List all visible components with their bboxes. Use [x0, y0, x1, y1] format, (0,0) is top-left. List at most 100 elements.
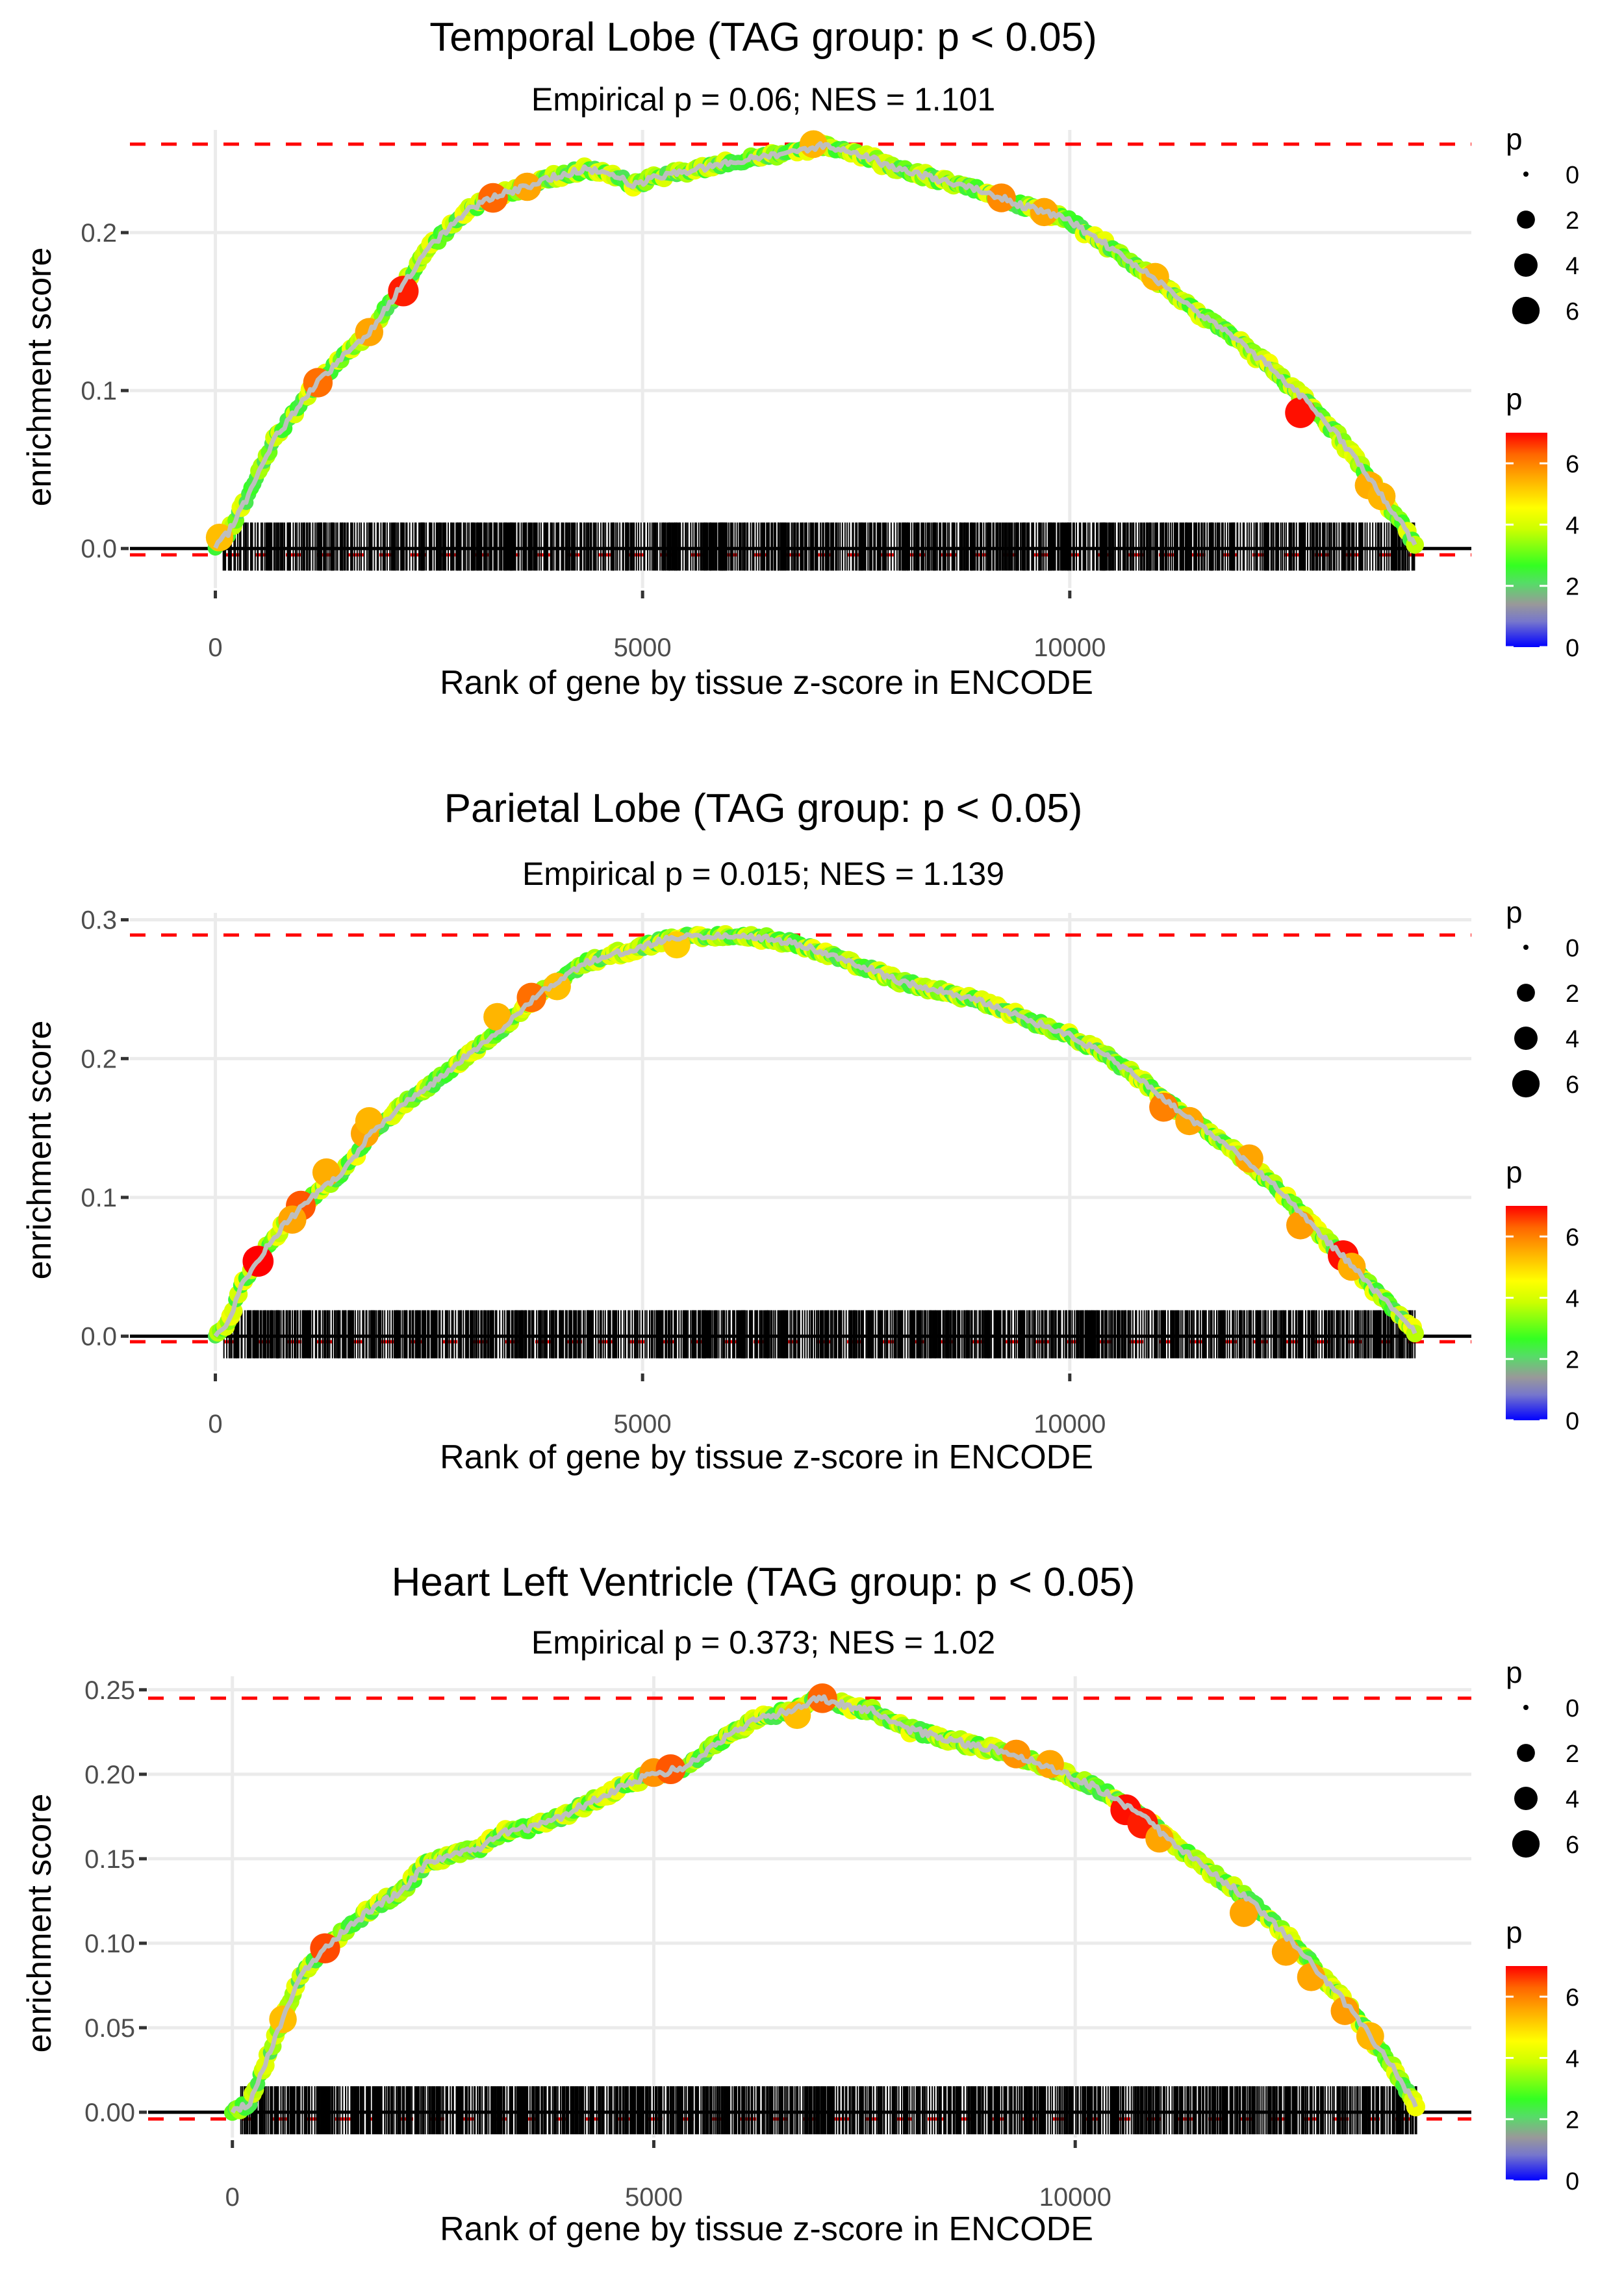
size-legend-dot — [1514, 1787, 1538, 1810]
colorbar-label: 6 — [1566, 451, 1579, 478]
size-legend-label: 0 — [1566, 935, 1579, 962]
highlight-point — [1330, 1997, 1360, 2025]
score-curve — [213, 141, 1417, 549]
x-tick-label: 0 — [208, 633, 222, 662]
plot-area: 0.0 0.1 0.2 0 5000 10000 — [81, 130, 1471, 662]
legend-group: p 0 2 4 6 p 0 2 4 6 — [1506, 1655, 1579, 2195]
y-tick-label: 0.2 — [81, 219, 117, 248]
highlight-point — [483, 1003, 512, 1031]
score-curve — [230, 1694, 1418, 2114]
size-legend-dot — [1512, 1830, 1540, 1858]
y-axis-title: enrichment score — [21, 1794, 58, 2053]
colorbar-label: 0 — [1566, 2168, 1579, 2195]
colorbar-label: 6 — [1566, 1984, 1579, 2012]
size-legend-label: 4 — [1566, 1026, 1579, 1053]
size-legend-label: 6 — [1566, 1071, 1579, 1099]
panel-subtitle: Empirical p = 0.373; NES = 1.02 — [531, 1624, 995, 1661]
size-legend-label: 2 — [1566, 207, 1579, 235]
x-tick-label: 5000 — [625, 2183, 683, 2212]
colorbar — [1506, 1966, 1547, 2180]
y-tick-label: 0.0 — [81, 1323, 117, 1351]
colorbar — [1506, 433, 1547, 647]
colorbar-label: 2 — [1566, 1347, 1579, 1374]
x-tick-label: 5000 — [614, 1410, 672, 1438]
score-points — [207, 925, 1424, 1344]
panel-title: Heart Left Ventricle (TAG group: p < 0.0… — [392, 1560, 1136, 1605]
plot-area: 0.0 0.1 0.2 0.3 0 5000 10000 — [81, 906, 1471, 1438]
size-legend-dot — [1512, 296, 1540, 325]
y-tick-label: 0.0 — [81, 535, 117, 563]
x-axis-title: Rank of gene by tissue z-score in ENCODE — [440, 664, 1093, 702]
size-legend-label: 6 — [1566, 298, 1579, 326]
y-tick-label: 0.1 — [81, 377, 117, 405]
y-tick-label: 0.2 — [81, 1045, 117, 1073]
y-tick-label: 0.15 — [84, 1845, 135, 1874]
legend-group: p 0 2 4 6 p 0 2 4 6 — [1506, 122, 1579, 662]
highlight-point — [1149, 1092, 1178, 1122]
highlight-point — [1229, 1898, 1258, 1927]
colorbar-label: 0 — [1566, 635, 1579, 662]
colorbar-label: 0 — [1566, 1408, 1579, 1435]
y-tick-label: 0.20 — [84, 1761, 135, 1789]
panel-parietal-lobe: Parietal Lobe (TAG group: p < 0.05) Empi… — [21, 786, 1471, 1476]
colorbar-label: 2 — [1566, 574, 1579, 601]
plot-area: 0.00 0.05 0.10 0.15 0.20 0.25 0 5000 10000 — [84, 1676, 1471, 2212]
colorbar-label: 4 — [1566, 2045, 1579, 2073]
color-legend-title: p — [1506, 1915, 1523, 1949]
panel-title: Temporal Lobe (TAG group: p < 0.05) — [429, 15, 1097, 60]
x-tick-label: 5000 — [614, 633, 672, 662]
highlight-point — [1145, 1824, 1174, 1853]
legends: p 0 2 4 6 p 0 2 4 6 p 0 2 4 6 p 0 2 4 6 p 0 2 4 6 p 0 2 4 6 — [1506, 122, 1579, 2195]
x-tick-label: 10000 — [1034, 1410, 1106, 1438]
x-axis-title: Rank of gene by tissue z-score in ENCODE — [440, 1438, 1093, 1476]
y-tick-label: 0.25 — [84, 1676, 135, 1705]
highlight-point — [355, 1107, 383, 1135]
size-legend-dot — [1514, 253, 1538, 277]
x-axis-title: Rank of gene by tissue z-score in ENCODE — [440, 2210, 1093, 2248]
score-points — [223, 1683, 1426, 2121]
x-tick-label: 0 — [208, 1410, 222, 1438]
size-legend-label: 4 — [1566, 253, 1579, 280]
y-tick-label: 0.3 — [81, 906, 117, 935]
colorbar-label: 4 — [1566, 512, 1579, 539]
size-legend-dot — [1517, 984, 1535, 1002]
color-legend-title: p — [1506, 382, 1523, 416]
rug — [222, 522, 1415, 571]
panel-heart-left-ventricle: Heart Left Ventricle (TAG group: p < 0.0… — [21, 1560, 1471, 2248]
size-legend-title: p — [1506, 1655, 1523, 1689]
size-legend-label: 0 — [1566, 1695, 1579, 1722]
size-legend-title: p — [1506, 895, 1523, 929]
x-tick-label: 0 — [225, 2183, 240, 2212]
y-tick-label: 0.05 — [84, 2014, 135, 2043]
y-axis-title: enrichment score — [21, 248, 58, 507]
x-tick-label: 10000 — [1034, 633, 1106, 662]
colorbar — [1506, 1206, 1547, 1420]
size-legend-dot — [1512, 1069, 1540, 1098]
legend-group: p 0 2 4 6 p 0 2 4 6 — [1506, 895, 1579, 1435]
size-legend-label: 0 — [1566, 162, 1579, 189]
highlight-point — [1297, 1963, 1326, 1991]
colorbar-label: 4 — [1566, 1285, 1579, 1312]
rug — [240, 2086, 1417, 2134]
colorbar-label: 6 — [1566, 1224, 1579, 1251]
score-curve — [213, 931, 1417, 1338]
y-tick-label: 0.00 — [84, 2099, 135, 2127]
size-legend-dot — [1523, 1705, 1529, 1710]
size-legend-dot — [1517, 1744, 1535, 1762]
y-tick-label: 0.10 — [84, 1930, 135, 1958]
size-legend-dot — [1523, 945, 1529, 950]
size-legend-dot — [1523, 172, 1529, 177]
size-legend-title: p — [1506, 122, 1523, 156]
x-tick-label: 10000 — [1039, 2183, 1111, 2212]
highlight-point — [1271, 1937, 1300, 1966]
panel-subtitle: Empirical p = 0.06; NES = 1.101 — [531, 81, 995, 118]
size-legend-label: 4 — [1566, 1786, 1579, 1813]
panel-title: Parietal Lobe (TAG group: p < 0.05) — [444, 786, 1083, 831]
panel-subtitle: Empirical p = 0.015; NES = 1.139 — [522, 856, 1004, 892]
highlight-point — [1235, 1144, 1263, 1173]
size-legend-label: 2 — [1566, 980, 1579, 1008]
y-axis-title: enrichment score — [21, 1021, 58, 1280]
colorbar-label: 2 — [1566, 2107, 1579, 2134]
rug — [223, 1310, 1416, 1359]
